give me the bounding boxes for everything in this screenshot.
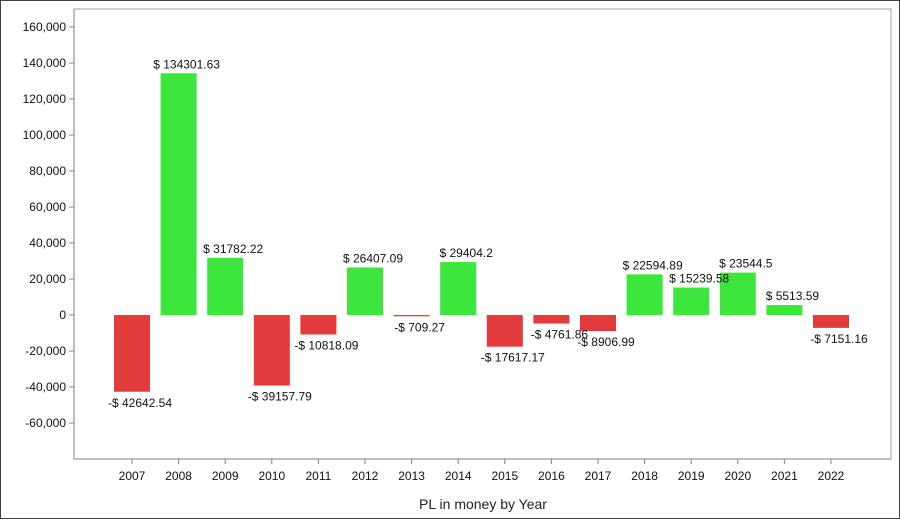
x-tick-label: 2017 (585, 469, 612, 483)
y-tick-label: 60,000 (29, 200, 66, 214)
y-tick-label: 40,000 (29, 236, 66, 250)
x-tick-label: 2016 (538, 469, 565, 483)
x-tick-label: 2009 (212, 469, 239, 483)
x-tick-label: 2019 (678, 469, 705, 483)
bar (253, 315, 290, 386)
x-tick-label: 2012 (352, 469, 379, 483)
data-label: -$ 10818.09 (294, 338, 358, 352)
x-axis-title: PL in money by Year (419, 496, 547, 512)
data-label: $ 5513.59 (766, 289, 820, 303)
x-tick-label: 2008 (165, 469, 192, 483)
y-tick-label: 20,000 (29, 272, 66, 286)
y-tick-label: -20,000 (25, 344, 66, 358)
data-label: $ 26407.09 (343, 251, 403, 265)
bar (207, 257, 244, 315)
data-label: $ 23544.5 (719, 257, 773, 271)
x-tick-label: 2013 (398, 469, 425, 483)
data-label: $ 29404.2 (440, 246, 494, 260)
x-tick-label: 2011 (305, 469, 331, 483)
data-label: -$ 17617.17 (481, 351, 545, 365)
data-label: -$ 39157.79 (248, 389, 312, 403)
data-label: -$ 4761.86 (531, 328, 589, 342)
bar (626, 274, 663, 315)
x-tick-label: 2018 (631, 469, 658, 483)
data-label: $ 22594.89 (623, 258, 683, 272)
data-label: -$ 8906.99 (577, 335, 635, 349)
x-axis-ticks: 2007 2008 2009 2010 2011 2012 2013 2014 2015 2016… (119, 459, 845, 483)
data-label: -$ 7151.16 (810, 332, 868, 346)
bar (114, 315, 150, 392)
x-tick-label: 2014 (445, 469, 472, 483)
data-labels: -$ 42642.54 $ 134301.63 $ 31782.22 -$ 39157… (108, 57, 868, 409)
bars (114, 73, 849, 392)
x-tick-label: 2021 (771, 469, 798, 483)
y-tick-label: 100,000 (23, 128, 67, 142)
bar (813, 315, 849, 328)
bar (440, 262, 477, 315)
data-label: $ 15239.58 (669, 272, 729, 286)
bar (766, 305, 803, 315)
bar (580, 315, 616, 332)
y-tick-label: 140,000 (23, 56, 67, 70)
y-tick-label: -60,000 (25, 416, 66, 430)
x-tick-label: 2015 (491, 469, 518, 483)
y-tick-label: -40,000 (25, 380, 66, 394)
data-label: $ 31782.22 (203, 242, 263, 256)
y-tick-label: 120,000 (23, 92, 67, 106)
x-tick-label: 2022 (818, 469, 845, 483)
y-tick-label: 160,000 (23, 20, 67, 34)
y-axis-ticks: -60,000 -40,000 -20,000 0 20,000 40,000 60,000… (23, 20, 74, 430)
bar (160, 73, 197, 315)
axes (73, 8, 892, 460)
y-tick-label: 0 (59, 308, 66, 322)
data-label: -$ 42642.54 (108, 396, 172, 410)
bar (393, 315, 430, 317)
data-label: $ 134301.63 (153, 57, 220, 71)
bar (533, 315, 570, 324)
data-label: -$ 709.27 (394, 320, 445, 334)
bar (347, 267, 383, 315)
x-tick-label: 2020 (724, 469, 751, 483)
bar (719, 272, 756, 315)
x-tick-label: 2010 (258, 469, 285, 483)
bar (300, 315, 337, 335)
x-tick-label: 2007 (119, 469, 146, 483)
plot-area (73, 8, 892, 460)
y-tick-label: 80,000 (29, 164, 66, 178)
bar (673, 287, 710, 315)
bar (486, 315, 523, 347)
